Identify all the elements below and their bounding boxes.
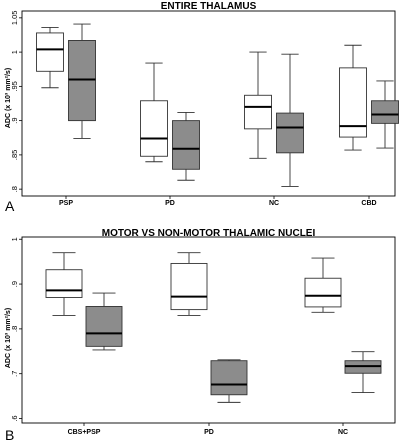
y-axis-label: ADC (x 10³ mm²/s) (5, 308, 12, 368)
box-iqr (85, 306, 123, 347)
box-white (304, 257, 342, 313)
box-gray (276, 53, 304, 187)
box-iqr (170, 262, 208, 311)
y-tick-label: .9 (10, 281, 19, 287)
box-iqr (210, 360, 248, 396)
panel-a: ENTIRE THALAMUS A ADC (x 10³ mm²/s) 1.05 1 .9… (5, 1, 399, 214)
category-label: PD (165, 200, 175, 207)
y-tick-label: .6 (10, 415, 19, 421)
y-tick-label: .8 (10, 186, 19, 192)
box-iqr (140, 100, 168, 157)
box-gray (344, 351, 382, 393)
panel-b: MOTOR VS NON-MOTOR THALAMIC NUCLEI B ADC (… (5, 228, 396, 440)
category-label: PD (204, 429, 214, 436)
box-iqr (276, 112, 304, 154)
category-label: CBD (361, 200, 376, 207)
box-white (339, 44, 367, 151)
box-gray (371, 80, 399, 149)
chart-title: ENTIRE THALAMUS (161, 1, 257, 12)
y-tick-label: .7 (10, 371, 19, 377)
plot-frame (21, 236, 396, 424)
box-white (36, 26, 64, 89)
y-tick-label: 1 (10, 237, 19, 241)
box-iqr (304, 277, 342, 308)
y-axis-label: ADC (x 10³ mm²/s) (5, 68, 12, 128)
box-white (140, 62, 168, 163)
box-gray (68, 23, 96, 139)
y-tick-label: .9 (10, 117, 19, 123)
category-label: CBS+PSP (68, 429, 101, 436)
category-label: PSP (59, 200, 73, 207)
box-iqr (244, 94, 272, 130)
box-iqr (36, 32, 64, 72)
box-white (45, 252, 83, 316)
y-tick-label: 1.05 (10, 11, 19, 26)
box-gray (210, 359, 248, 403)
box-iqr (45, 269, 83, 298)
y-tick-label: .85 (10, 150, 19, 160)
box-iqr (68, 40, 96, 122)
category-label: NC (338, 429, 348, 436)
y-tick-label: .95 (10, 81, 19, 91)
box-white (170, 252, 208, 316)
box-white (244, 51, 272, 159)
box-gray (172, 111, 200, 181)
y-tick-label: .8 (10, 326, 19, 332)
y-tick-label: 1 (10, 50, 19, 54)
panel-label: A (5, 198, 15, 214)
box-gray (85, 292, 123, 351)
chart-title: MOTOR VS NON-MOTOR THALAMIC NUCLEI (102, 228, 316, 239)
box-iqr (172, 120, 200, 170)
box-iqr (371, 100, 399, 124)
category-label: NC (269, 200, 279, 207)
panel-label: B (5, 427, 14, 440)
